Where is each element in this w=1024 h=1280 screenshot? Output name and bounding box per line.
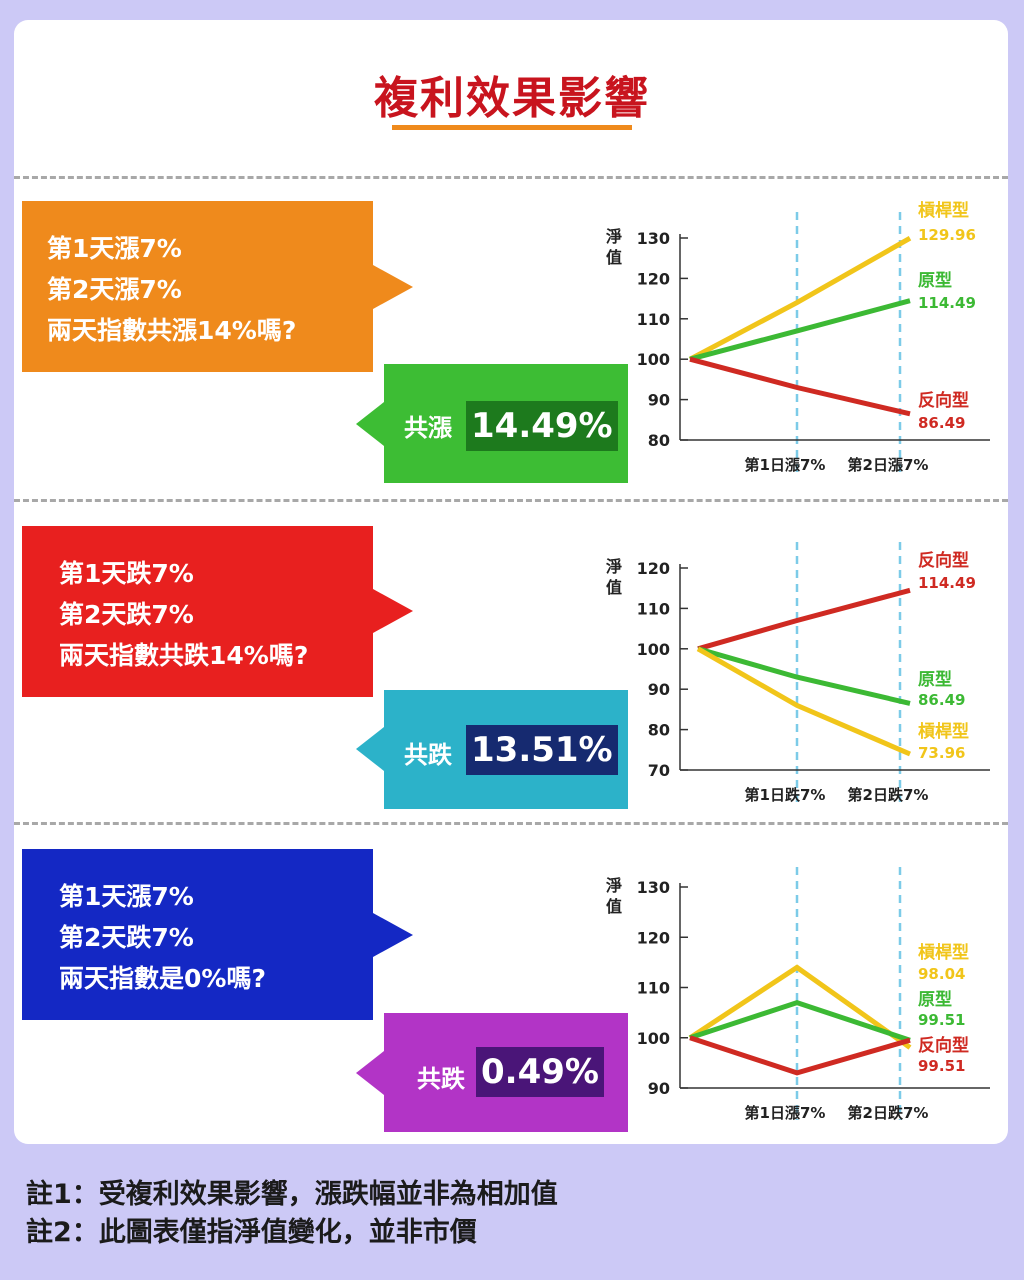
series-line-original — [697, 646, 911, 706]
series-name-original: 原型 — [918, 989, 952, 1010]
question-box-up-up: 第1天漲7% 第2天漲7% 兩天指數共漲14%嗎? — [22, 201, 373, 372]
series-line-original — [689, 999, 911, 1043]
series-line-leveraged — [696, 646, 911, 757]
series-name-leveraged: 槓桿型 — [918, 942, 969, 963]
y-tick-label: 80 — [648, 721, 670, 740]
series-end-value-original: 114.49 — [918, 294, 976, 312]
question-line-2: 第2天跌7% — [59, 923, 194, 952]
series-end-value-original: 86.49 — [918, 691, 965, 709]
question-line-2: 第2天漲7% — [47, 275, 182, 304]
series-name-leveraged: 槓桿型 — [918, 721, 969, 742]
answer-percent: 14.49% — [466, 401, 618, 451]
question-arrow — [373, 589, 413, 633]
series-name-original: 原型 — [918, 669, 952, 690]
y-tick-label: 80 — [648, 431, 670, 450]
series-line-inverse — [689, 356, 911, 417]
divider-top — [14, 176, 1008, 179]
footnote-1: 註1：受複利效果影響，漲跌幅並非為相加值 — [26, 1179, 558, 1210]
x-tick-label: 第2日跌7% — [848, 1104, 929, 1122]
series-end-value-leveraged: 73.96 — [918, 744, 965, 762]
question-line-1: 第1天漲7% — [59, 882, 194, 911]
answer-percent: 13.51% — [466, 725, 618, 775]
series-name-inverse: 反向型 — [918, 550, 969, 571]
answer-label: 共跌 — [417, 1065, 465, 1093]
y-axis-label: 值 — [606, 248, 622, 267]
question-line-2: 第2天跌7% — [59, 600, 194, 629]
y-axis-label: 值 — [606, 897, 622, 916]
answer-box-down-down: 共跌 13.51% — [384, 690, 628, 809]
series-end-value-leveraged: 129.96 — [918, 226, 976, 244]
series-end-value-inverse: 114.49 — [918, 574, 976, 592]
series-line-inverse — [697, 587, 911, 652]
series-end-value-original: 99.51 — [918, 1011, 965, 1029]
y-tick-label: 70 — [648, 761, 670, 780]
answer-percent: 0.49% — [476, 1047, 604, 1097]
series-name-leveraged: 槓桿型 — [918, 200, 969, 221]
series-line-leveraged — [688, 964, 912, 1050]
y-tick-label: 100 — [637, 640, 670, 659]
x-tick-label: 第1日跌7% — [745, 786, 826, 804]
x-tick-label: 第2日跌7% — [848, 786, 929, 804]
y-tick-label: 110 — [637, 599, 670, 618]
y-tick-label: 90 — [648, 1079, 670, 1098]
y-axis-label: 值 — [606, 578, 622, 597]
series-end-value-leveraged: 98.04 — [918, 965, 965, 983]
y-tick-label: 120 — [637, 559, 670, 578]
answer-box-up-down: 共跌 0.49% — [384, 1013, 628, 1132]
answer-arrow — [356, 402, 384, 446]
footnotes: 註1：受複利效果影響，漲跌幅並非為相加值 註2：此圖表僅指淨值變化，並非市價 — [26, 1176, 558, 1252]
y-tick-label: 90 — [648, 680, 670, 699]
question-line-1: 第1天漲7% — [47, 234, 182, 263]
y-tick-label: 130 — [637, 229, 670, 248]
y-axis-label: 淨 — [606, 227, 622, 246]
series-name-inverse: 反向型 — [918, 390, 969, 411]
series-name-inverse: 反向型 — [918, 1035, 969, 1056]
y-tick-label: 130 — [637, 878, 670, 897]
x-tick-label: 第2日漲7% — [848, 456, 929, 474]
series-line-original — [689, 298, 911, 362]
y-tick-label: 100 — [637, 1029, 670, 1048]
y-axis-label: 淨 — [606, 557, 622, 576]
question-arrow — [373, 265, 413, 309]
page-title: 複利效果影響 — [374, 73, 650, 124]
divider-middle — [14, 499, 1008, 502]
question-line-3: 兩天指數共漲14%嗎? — [47, 316, 297, 345]
question-line-1: 第1天跌7% — [59, 559, 194, 588]
series-end-value-inverse: 99.51 — [918, 1057, 965, 1075]
question-box-up-down: 第1天漲7% 第2天跌7% 兩天指數是0%嗎? — [22, 849, 373, 1020]
series-end-value-inverse: 86.49 — [918, 414, 965, 432]
answer-label: 共跌 — [404, 741, 452, 769]
y-tick-label: 120 — [637, 928, 670, 947]
footnote-2: 註2：此圖表僅指淨值變化，並非市價 — [26, 1217, 477, 1248]
question-box-down-down: 第1天跌7% 第2天跌7% 兩天指數共跌14%嗎? — [22, 526, 373, 697]
answer-arrow — [356, 727, 384, 771]
y-tick-label: 100 — [637, 350, 670, 369]
question-line-3: 兩天指數共跌14%嗎? — [59, 641, 309, 670]
y-tick-label: 110 — [637, 979, 670, 998]
y-axis-label: 淨 — [606, 876, 622, 895]
x-tick-label: 第1日漲7% — [745, 456, 826, 474]
series-line-inverse — [689, 1035, 911, 1076]
series-line-leveraged — [688, 236, 912, 362]
answer-label: 共漲 — [404, 414, 452, 442]
series-name-original: 原型 — [918, 270, 952, 291]
question-line-3: 兩天指數是0%嗎? — [59, 964, 266, 993]
divider-bottom — [14, 822, 1008, 825]
question-arrow — [373, 913, 413, 957]
y-tick-label: 90 — [648, 391, 670, 410]
y-tick-label: 120 — [637, 269, 670, 288]
title-underline — [392, 125, 632, 130]
x-tick-label: 第1日漲7% — [745, 1104, 826, 1122]
y-tick-label: 110 — [637, 310, 670, 329]
answer-arrow — [356, 1051, 384, 1095]
answer-box-up-up: 共漲 14.49% — [384, 364, 628, 483]
